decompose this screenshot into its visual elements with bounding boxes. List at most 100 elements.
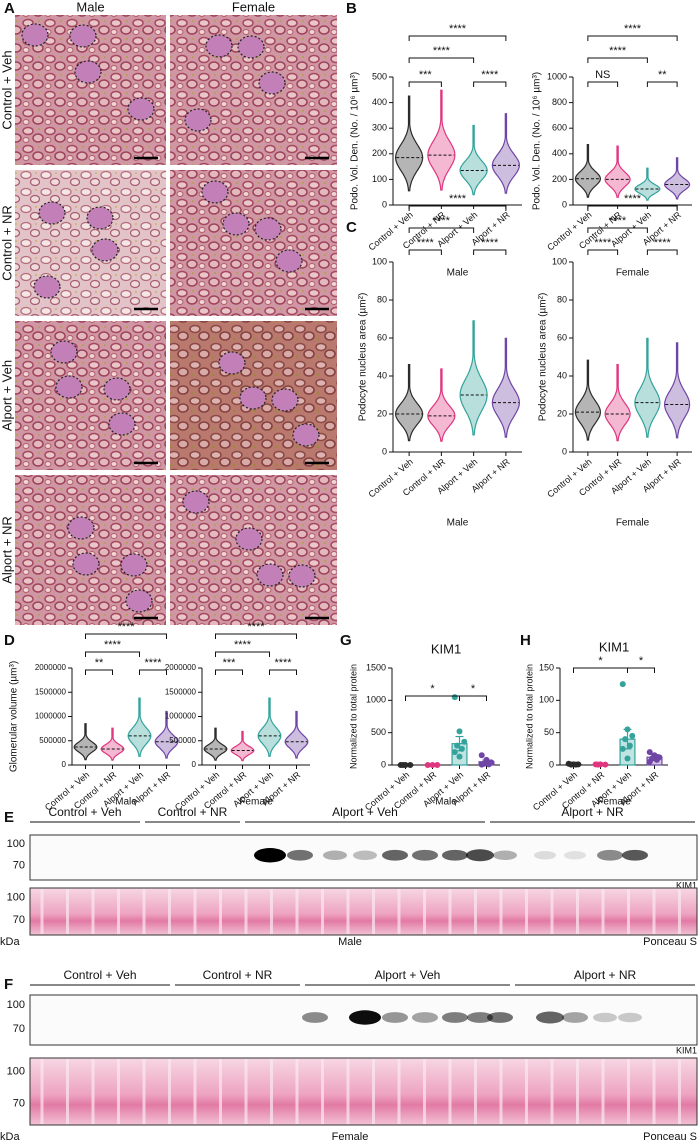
violin (394, 95, 424, 192)
blot-band (287, 849, 313, 861)
y-tick-label: 2000000 (165, 663, 197, 672)
data-point (451, 749, 458, 756)
marker-label: 100 (7, 891, 25, 903)
y-axis-label: Podocyte nucleus area (µm²) (358, 293, 369, 422)
data-point (572, 761, 579, 768)
data-point (456, 753, 463, 760)
blot-band (622, 849, 648, 861)
y-tick-label: 200 (372, 148, 387, 158)
y-tick-label: 40 (557, 370, 567, 380)
chart-title: KIM1 (599, 639, 629, 654)
violin (604, 364, 631, 442)
y-tick-label: 40 (377, 370, 387, 380)
violin (230, 730, 255, 762)
significance-label: **** (624, 23, 642, 35)
significance-bracket (85, 651, 140, 657)
ponceau-image (29, 887, 698, 936)
panel-label: G (340, 632, 352, 649)
y-tick-label: 80 (377, 294, 387, 304)
significance-bracket (473, 81, 507, 87)
ponceau-image (29, 1057, 698, 1126)
data-point (602, 761, 609, 768)
significance-label: **** (594, 237, 612, 249)
significance-label: **** (433, 215, 451, 227)
significance-label: NS (595, 69, 610, 81)
significance-label: ** (658, 69, 667, 81)
unit-label: kDa (0, 1131, 20, 1143)
y-tick-label: 500 (372, 71, 387, 81)
y-tick-label: 1000 (547, 71, 567, 81)
violin (574, 144, 602, 198)
blot-band (536, 1011, 564, 1024)
y-axis-label: Normalized to total protein (524, 664, 534, 769)
data-point (653, 756, 660, 763)
y-tick-label: 150 (539, 662, 554, 672)
significance-bracket (408, 205, 507, 211)
blot-band (487, 1012, 513, 1023)
panel-label: F (4, 976, 13, 993)
violin (73, 723, 98, 761)
y-tick-label: 0 (382, 199, 387, 209)
glomerulus (38, 201, 66, 225)
glomerulus (205, 34, 233, 58)
significance-label: * (430, 683, 435, 695)
y-tick-label: 800 (552, 97, 567, 107)
significance-bracket (215, 633, 297, 639)
significance-bracket (587, 57, 648, 63)
y-tick-label: 0 (192, 760, 197, 769)
marker-label: 70 (13, 860, 25, 872)
significance-bracket (587, 35, 678, 41)
blot-band (534, 851, 556, 860)
significance-bracket (85, 669, 113, 675)
data-point (451, 694, 458, 701)
violin (491, 113, 521, 194)
y-tick-label: 80 (557, 294, 567, 304)
significance-label: **** (449, 23, 467, 35)
marker-label: 100 (7, 838, 25, 850)
significance-bracket (408, 81, 442, 87)
panel-label: A (4, 0, 15, 17)
lane-group-label: Control + NR (158, 805, 228, 819)
histology-image (170, 170, 337, 316)
marker-label: 70 (13, 1097, 25, 1109)
significance-bracket (408, 227, 475, 233)
y-tick-label: 100 (372, 174, 387, 184)
blot-image (29, 834, 698, 881)
violin (257, 697, 282, 757)
y-tick-label: 100 (372, 256, 387, 266)
y-axis-label: Podo. Vol. Den. (No. / 10⁶ µm³) (350, 72, 361, 210)
data-point (595, 761, 602, 768)
blot-band (254, 848, 286, 863)
significance-bracket (139, 669, 167, 675)
y-axis-label: Glomerular volume (µm³) (9, 661, 20, 772)
y-tick-label: 60 (557, 332, 567, 342)
violin (491, 337, 521, 438)
lane-group-label: Control + Veh (48, 805, 121, 819)
glomerulus (67, 516, 95, 540)
data-point (454, 742, 461, 749)
significance-label: *** (223, 657, 237, 669)
glomerulus (275, 249, 303, 273)
glomerulus (239, 386, 267, 410)
marker-label: 70 (13, 1023, 25, 1035)
blot-band (382, 1012, 408, 1023)
glomerulus (86, 206, 114, 230)
significance-bracket (405, 695, 460, 701)
y-tick-label: 20 (557, 408, 567, 418)
glomerulus (21, 23, 49, 47)
significance-bracket (587, 227, 648, 233)
marker-label: 70 (13, 914, 25, 926)
data-point (478, 752, 485, 759)
significance-label: * (471, 683, 476, 695)
y-tick-label: 500000 (169, 736, 196, 745)
violin (634, 167, 661, 201)
blot-band (353, 850, 377, 861)
significance-bracket (85, 633, 167, 639)
data-point (568, 761, 575, 768)
row-header: Control + NR (0, 205, 14, 281)
y-tick-label: 1000000 (35, 712, 67, 721)
lane-group-label: Control + NR (203, 968, 273, 982)
x-axis-label: Female (239, 797, 273, 808)
data-point (400, 762, 407, 768)
data-point (429, 762, 436, 768)
